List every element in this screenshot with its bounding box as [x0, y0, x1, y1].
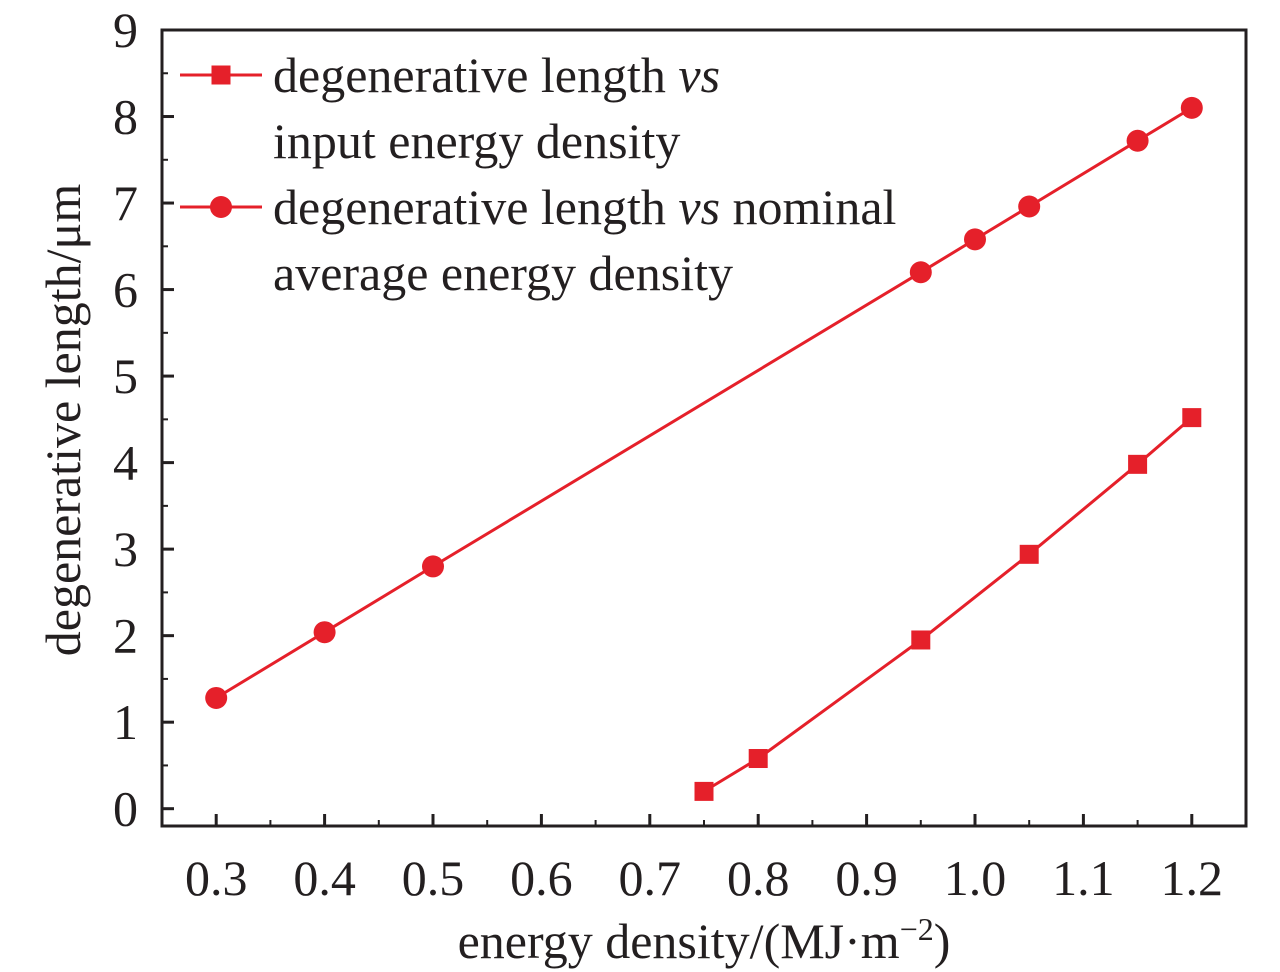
x-tick-label: 0.4 — [293, 850, 356, 906]
legend-item-1: degenerative length vs input energy densi… — [180, 47, 720, 169]
circle-marker — [210, 196, 232, 218]
x-tick-label: 0.3 — [185, 850, 248, 906]
circle-marker — [1126, 129, 1149, 152]
x-tick-label: 0.6 — [510, 850, 573, 906]
y-tick-label: 2 — [113, 608, 138, 664]
legend: degenerative length vs input energy densi… — [180, 47, 896, 301]
circle-marker — [313, 621, 336, 644]
y-tick-label: 7 — [113, 175, 138, 231]
square-marker — [1182, 408, 1202, 428]
legend-label-part: average energy density — [273, 245, 733, 301]
x-tick-label: 0.5 — [402, 850, 465, 906]
y-tick-label: 4 — [113, 435, 138, 491]
x-tick-label: 1.2 — [1161, 850, 1224, 906]
circle-marker — [422, 555, 444, 578]
y-axis-title: degenerative length/μm — [35, 184, 91, 657]
legend-item-2: degenerative length vs nominal average en… — [180, 179, 896, 301]
x-axis-title: energy density/(MJ·m−2) — [458, 911, 951, 969]
circle-marker — [1180, 96, 1203, 119]
x-axis: 0.3 0.4 0.5 0.6 0.7 0.8 0.9 1.0 1.1 1.2 — [185, 814, 1223, 906]
y-tick-label: 6 — [113, 262, 138, 318]
x-tick-label: 0.7 — [619, 850, 682, 906]
square-marker — [694, 781, 714, 801]
circle-marker — [964, 228, 986, 251]
x-axis-title-exponent: −2 — [900, 911, 934, 947]
circle-marker — [1018, 195, 1041, 218]
y-axis: 0 1 2 3 4 5 6 7 8 9 — [113, 2, 174, 837]
series-layer — [205, 96, 1203, 801]
legend-label-part: input energy density — [273, 113, 680, 169]
legend-label-part: degenerative length — [273, 179, 678, 235]
y-tick-label: 8 — [113, 89, 138, 145]
x-axis-title-main: energy density/(MJ·m — [458, 913, 900, 969]
legend-label-part: vs — [678, 179, 720, 235]
legend-label: average energy density — [273, 245, 733, 301]
y-tick-label: 9 — [113, 2, 138, 58]
legend-label: input energy density — [273, 113, 680, 169]
series-2 — [205, 96, 1203, 709]
legend-label-part: vs — [678, 47, 720, 103]
x-tick-label: 1.0 — [944, 850, 1007, 906]
legend-label-part: degenerative length — [273, 47, 678, 103]
legend-label: degenerative length vs — [273, 47, 720, 103]
square-marker — [1019, 544, 1039, 564]
y-tick-label: 1 — [113, 694, 138, 750]
legend-label-part: nominal — [720, 179, 896, 235]
series-1 — [694, 408, 1202, 801]
x-tick-label: 0.8 — [727, 850, 790, 906]
x-tick-label: 1.1 — [1052, 850, 1115, 906]
circle-marker — [205, 686, 228, 709]
x-axis-title-close: ) — [934, 913, 951, 969]
square-marker — [911, 630, 931, 650]
series-line — [703, 416, 1193, 793]
legend-label: degenerative length vs nominal — [273, 179, 896, 235]
square-marker — [211, 65, 231, 85]
square-marker — [748, 749, 768, 769]
series-line — [215, 106, 1193, 700]
y-tick-label: 0 — [113, 781, 138, 837]
x-tick-label: 0.9 — [835, 850, 898, 906]
square-marker — [1128, 454, 1148, 474]
circle-marker — [909, 261, 932, 284]
y-tick-label: 3 — [113, 521, 138, 577]
y-tick-label: 5 — [113, 348, 138, 404]
